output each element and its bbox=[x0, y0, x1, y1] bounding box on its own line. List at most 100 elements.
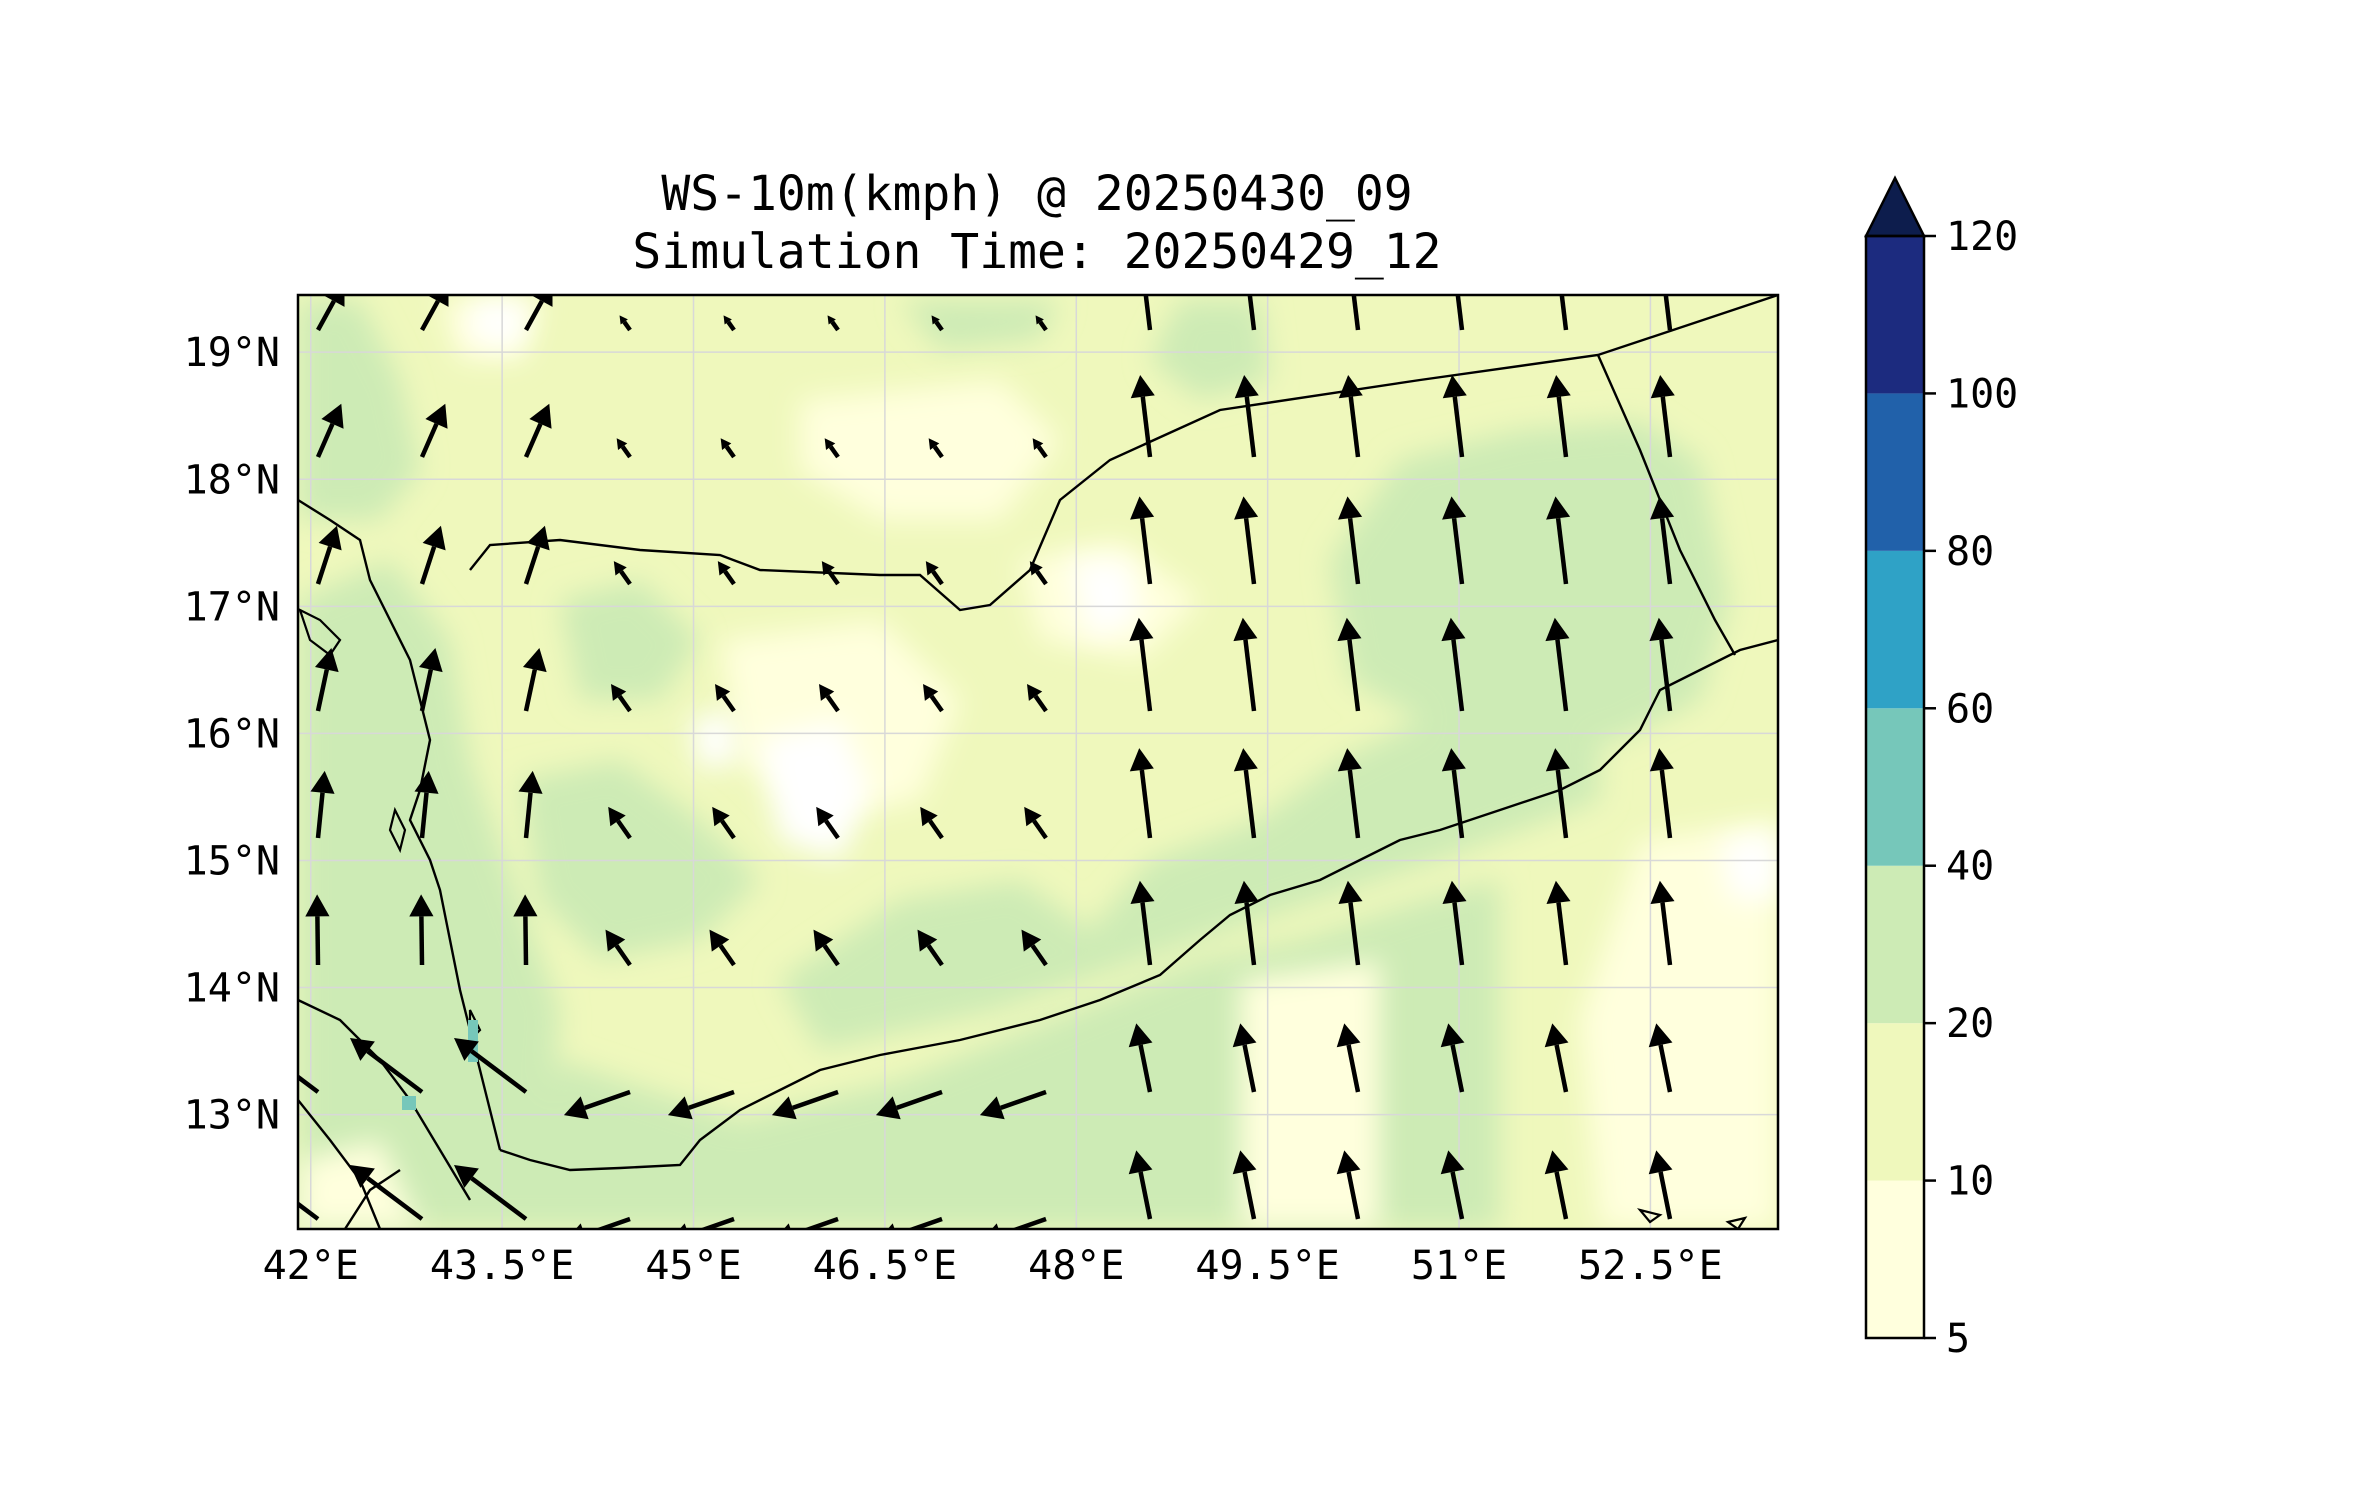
wind-arrow bbox=[979, 1089, 1047, 1120]
wind-arrow bbox=[1024, 806, 1048, 840]
wind-arrow bbox=[610, 684, 632, 713]
wind-arrow bbox=[619, 315, 632, 332]
wind-arrow bbox=[714, 684, 736, 713]
wind-arrow bbox=[1129, 748, 1154, 839]
map-title-line1: WS-10m(kmph) @ 20250430_09 bbox=[661, 166, 1412, 222]
colorbar-segment bbox=[1866, 393, 1924, 551]
wind-arrow bbox=[316, 295, 345, 332]
wind-arrow bbox=[1338, 374, 1363, 458]
wind-arrow bbox=[887, 1216, 943, 1229]
colorbar: 5 10 20 40 60 80 100 120 bbox=[1863, 175, 2018, 1362]
wind-arrow bbox=[1650, 374, 1675, 458]
wind-arrow bbox=[1232, 1150, 1257, 1220]
colorbar-frame bbox=[1864, 234, 1926, 1340]
wind-arrow bbox=[1130, 496, 1155, 585]
colorbar-label: 40 bbox=[1946, 844, 1994, 890]
wind-arrow bbox=[816, 806, 840, 840]
wind-arrow bbox=[1029, 561, 1048, 586]
lat-tick-label: 13°N bbox=[184, 1093, 280, 1139]
wind-arrow bbox=[418, 648, 443, 712]
wind-arrow bbox=[925, 561, 944, 586]
wind-arrow bbox=[1545, 1277, 1569, 1346]
wind-arrow bbox=[1351, 295, 1361, 331]
wind-arrow bbox=[420, 295, 449, 332]
wind-arrow bbox=[305, 894, 330, 966]
wind-arrow bbox=[720, 438, 736, 459]
wind-arrow bbox=[1441, 617, 1466, 712]
colorbar-segment bbox=[1866, 865, 1924, 1024]
lat-tick-label: 14°N bbox=[184, 966, 280, 1012]
wind-arrow bbox=[1233, 617, 1258, 712]
wind-arrow bbox=[298, 1201, 320, 1221]
wind-arrow bbox=[1234, 880, 1259, 966]
wind-arrow bbox=[875, 1089, 943, 1120]
wind-arrow bbox=[1441, 748, 1466, 839]
wind-arrow bbox=[1440, 1023, 1465, 1093]
wind-arrow bbox=[350, 1165, 424, 1221]
lon-tick-label: 51°E bbox=[1411, 1243, 1507, 1289]
wind-arrow bbox=[1546, 880, 1571, 966]
wind-arrow bbox=[1663, 295, 1673, 331]
lat-tick-label: 16°N bbox=[184, 711, 280, 757]
wind-arrow bbox=[1337, 1277, 1361, 1346]
wind-arrow bbox=[1234, 374, 1259, 458]
wind-arrow bbox=[931, 315, 944, 332]
wind-arrow bbox=[668, 1346, 734, 1373]
colorbar-label: 80 bbox=[1946, 529, 1994, 575]
map-title-line2: Simulation Time: 20250429_12 bbox=[632, 224, 1441, 280]
wind-arrow bbox=[414, 770, 439, 839]
map-gridlines bbox=[298, 295, 1778, 1229]
wind-arrow bbox=[1545, 748, 1570, 839]
wind-arrow bbox=[991, 1216, 1047, 1229]
colorbar-label: 5 bbox=[1946, 1316, 1970, 1362]
wind-arrow bbox=[771, 1089, 839, 1120]
wind-arrow bbox=[1129, 1277, 1153, 1346]
wind-arrow bbox=[679, 1216, 735, 1229]
lon-tick-label: 49.5°E bbox=[1195, 1243, 1340, 1289]
latitude-tick-labels: 19°N 18°N 17°N 16°N 15°N 14°N 13°N bbox=[184, 330, 280, 1138]
lon-tick-label: 45°E bbox=[645, 1243, 741, 1289]
wind-arrow bbox=[1247, 295, 1257, 331]
wind-arrow bbox=[563, 1089, 631, 1120]
map-frame bbox=[296, 293, 1780, 1231]
wind-arrow bbox=[454, 1165, 528, 1221]
wind-arrow bbox=[518, 770, 543, 839]
wind-arrow bbox=[1442, 496, 1467, 585]
colorbar-segment bbox=[1866, 550, 1924, 709]
colorbar-segment bbox=[1866, 1180, 1924, 1338]
wind-arrow bbox=[1546, 374, 1571, 458]
wind-arrow bbox=[613, 561, 632, 586]
longitude-tick-labels: 42°E 43.5°E 45°E 46.5°E 48°E 49.5°E 51°E 52.5°E bbox=[263, 1243, 1723, 1289]
wind-arrow bbox=[783, 1216, 839, 1229]
wind-arrow bbox=[1337, 748, 1362, 839]
wind-arrow bbox=[1232, 1023, 1257, 1093]
wind-arrow bbox=[350, 1038, 424, 1094]
wind-arrow bbox=[1650, 496, 1675, 585]
wind-arrow bbox=[1338, 496, 1363, 585]
lon-tick-label: 52.5°E bbox=[1578, 1243, 1723, 1289]
colorbar-extend-arrow bbox=[1863, 175, 1927, 238]
wind-arrow bbox=[1026, 684, 1048, 713]
colorbar-label: 60 bbox=[1946, 686, 1994, 732]
wind-arrow bbox=[1128, 1150, 1153, 1220]
wind-arrow bbox=[523, 525, 550, 585]
wind-arrow bbox=[723, 315, 736, 332]
wind-arrow bbox=[564, 1346, 630, 1373]
wind-arrow bbox=[513, 894, 538, 966]
wind-arrow bbox=[1130, 880, 1155, 966]
wind-arrow bbox=[1338, 880, 1363, 966]
wind-arrow bbox=[608, 806, 632, 840]
wind-arrow bbox=[409, 894, 434, 966]
colorbar-label: 120 bbox=[1946, 214, 2018, 260]
wind-arrow bbox=[454, 1038, 528, 1094]
wind-arrow bbox=[1649, 617, 1674, 712]
wind-arrow bbox=[419, 403, 448, 458]
wind-arrow bbox=[1442, 374, 1467, 458]
wind-arrow bbox=[709, 929, 736, 967]
wind-arrow bbox=[1032, 438, 1048, 459]
lat-tick-label: 17°N bbox=[184, 584, 280, 630]
wind-arrow bbox=[922, 684, 944, 713]
wind-arrow bbox=[1129, 617, 1154, 712]
wind-arrow bbox=[813, 929, 840, 967]
